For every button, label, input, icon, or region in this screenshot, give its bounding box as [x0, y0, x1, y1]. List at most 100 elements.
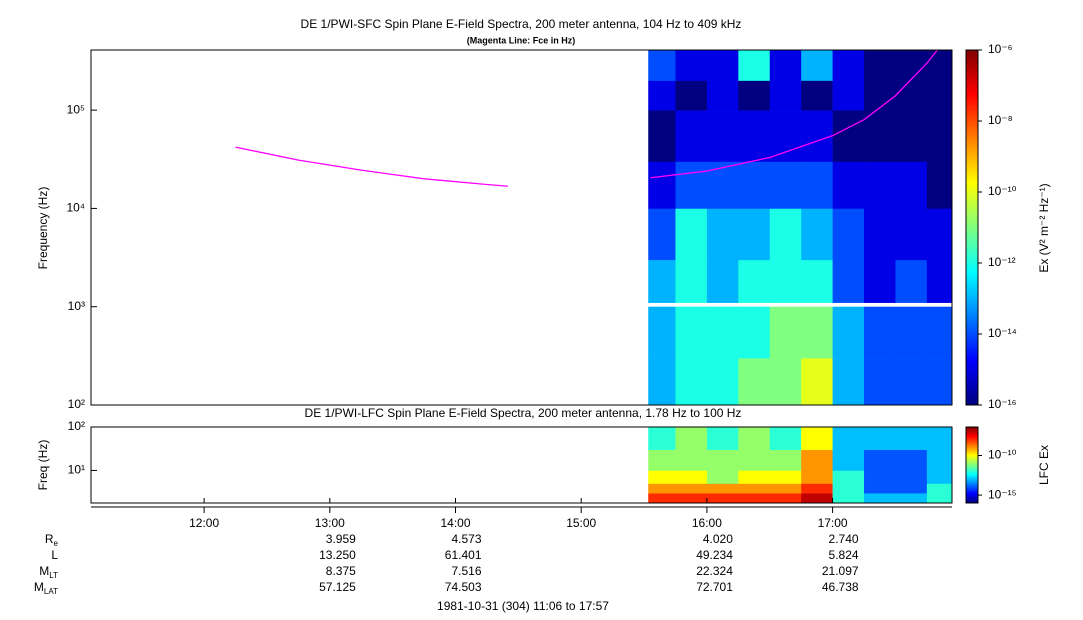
heatmap-cell	[801, 470, 833, 484]
plot-frame	[90, 426, 953, 504]
colorbar-tick-label: 10⁻¹⁶	[988, 397, 1017, 411]
heatmap-cell	[648, 449, 676, 471]
heatmap-cell	[864, 493, 896, 504]
heatmap-cell	[926, 449, 953, 471]
colorbar-tick-label: 10⁻¹⁴	[988, 326, 1017, 340]
heatmap-cell	[769, 208, 802, 261]
ephemeris-value: 57.125	[319, 580, 356, 594]
row-label: MLT	[39, 564, 58, 580]
heatmap-cell	[706, 80, 739, 111]
heatmap-cell	[706, 259, 739, 303]
heatmap-cell	[801, 80, 833, 111]
heatmap-cell	[648, 208, 676, 261]
colorbar	[966, 427, 978, 503]
row-label-sub: e	[54, 539, 59, 548]
heatmap-cell	[801, 483, 833, 494]
heatmap-cell	[648, 358, 676, 406]
colorbar-label: Ex (V² m⁻² Hz⁻¹)	[1037, 183, 1051, 272]
heatmap-cell	[648, 483, 676, 494]
heatmap-cell	[832, 161, 865, 209]
heatmap-cell	[738, 50, 771, 81]
colorbar-tick-label: 10⁻⁶	[988, 42, 1013, 56]
x-tick-label: 14:00	[440, 516, 470, 530]
heatmap-cell	[864, 208, 896, 261]
heatmap-cell	[648, 470, 676, 484]
footer: 1981-10-31 (304) 11:06 to 17:57	[437, 599, 609, 613]
heatmap-cell	[675, 80, 708, 111]
heatmap-cell	[769, 80, 802, 111]
ephemeris-value: 7.516	[451, 564, 481, 578]
ephemeris-value: 46.738	[822, 580, 859, 594]
x-tick-label: 16:00	[692, 516, 722, 530]
heatmap-cell	[648, 259, 676, 303]
heatmap-cell	[926, 208, 953, 261]
plots: 10² 10³ 10⁴ 10⁵ 10⁻¹⁶ 10⁻¹⁴ 10⁻¹² 10⁻¹⁰ 10⁻⁸ 10⁻⁶…	[34, 42, 1017, 596]
y-axis-label: Frequency (Hz)	[36, 187, 50, 270]
heatmap-cell	[895, 259, 928, 303]
colorbar-label: LFC Ex	[1037, 445, 1051, 485]
heatmap-cell	[675, 208, 708, 261]
heatmap-cell	[769, 259, 802, 303]
heatmap-cell	[769, 110, 802, 162]
heatmap-cell	[895, 110, 928, 162]
heatmap-cell	[801, 306, 833, 359]
heatmap-cell	[801, 358, 833, 406]
heatmap-cell	[926, 493, 953, 504]
heatmap-cell	[864, 427, 896, 451]
heatmap-cell	[675, 358, 708, 406]
heatmap-cell	[675, 161, 708, 209]
heatmap-cell	[769, 449, 802, 471]
fce-line	[235, 49, 938, 187]
heatmap-cell	[926, 259, 953, 303]
heatmap-cell	[675, 449, 708, 471]
heatmap-cell	[706, 161, 739, 209]
y-tick-label: 10²	[68, 419, 85, 433]
heatmap-cell	[648, 80, 676, 111]
heatmap-cell	[832, 50, 865, 81]
x-tick-label: 12:00	[189, 516, 219, 530]
heatmap-cell	[832, 470, 865, 484]
heatmap-cell	[706, 483, 739, 494]
colorbar	[966, 50, 978, 405]
ephemeris-value: 22.324	[696, 564, 733, 578]
heatmap-cell	[801, 427, 833, 451]
ephemeris-value: 61.401	[445, 548, 482, 562]
heatmap-cell	[832, 449, 865, 471]
colorbar-frame	[965, 426, 979, 504]
ephemeris-value: 13.250	[319, 548, 356, 562]
heatmap-cell	[738, 306, 771, 359]
heatmap-cell	[706, 110, 739, 162]
heatmap-cell	[648, 493, 676, 504]
y-axis-label: Freq (Hz)	[36, 440, 50, 491]
colorbar-tick-label: 10⁻¹⁵	[988, 487, 1017, 501]
heatmap-cell	[648, 110, 676, 162]
heatmap-cell	[675, 483, 708, 494]
heatmap-cell	[738, 208, 771, 261]
chart-title: DE 1/PWI-LFC Spin Plane E-Field Spectra,…	[305, 406, 742, 420]
heatmap-cell	[769, 470, 802, 484]
ephemeris-value: 8.375	[326, 564, 356, 578]
heatmap-cell	[895, 427, 928, 451]
heatmap-cell	[895, 449, 928, 471]
heatmap-cell	[926, 50, 953, 81]
heatmap-cell	[738, 161, 771, 209]
colorbar-tick-label: 10⁻¹²	[988, 255, 1016, 269]
heatmap-cell	[706, 208, 739, 261]
heatmap-cell	[675, 427, 708, 451]
ephemeris-value: 21.097	[822, 564, 859, 578]
ephemeris-value: 4.020	[703, 532, 733, 546]
ephemeris-value: 5.824	[829, 548, 859, 562]
heatmap-cell	[895, 470, 928, 484]
heatmap-cell	[832, 208, 865, 261]
heatmap-cell	[864, 358, 896, 406]
heatmap-cell	[895, 208, 928, 261]
heatmap-cell	[832, 493, 865, 504]
ephemeris-value: 4.573	[451, 532, 481, 546]
heatmap-cell	[675, 306, 708, 359]
heatmap-cell	[926, 427, 953, 451]
heatmap-cell	[801, 208, 833, 261]
heatmap-cell	[832, 110, 865, 162]
heatmap-cell	[926, 161, 953, 209]
heatmap-cell	[895, 161, 928, 209]
